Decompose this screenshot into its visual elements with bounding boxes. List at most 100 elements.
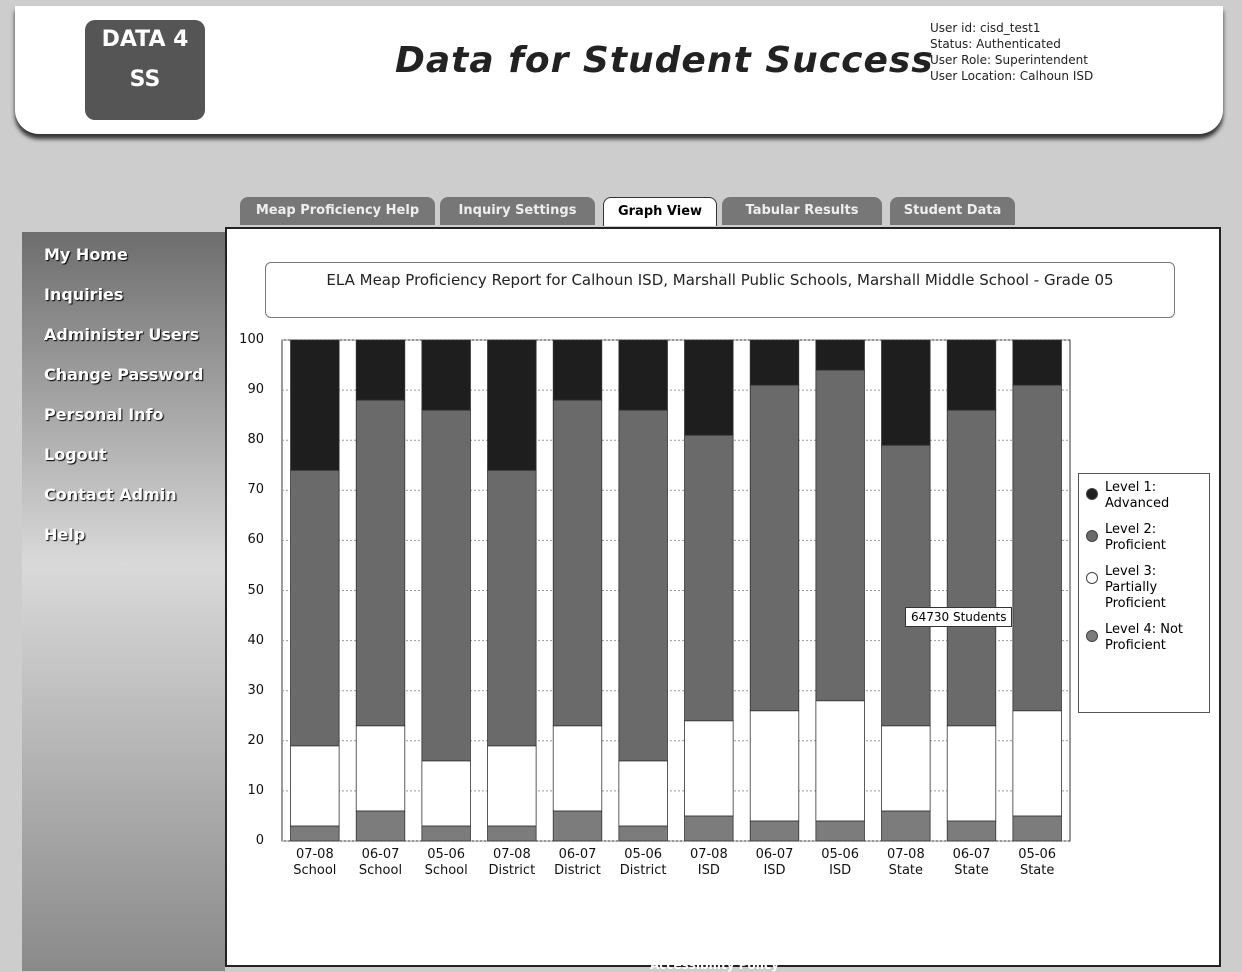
bar-segment (946, 820, 997, 842)
bar-segment (815, 700, 865, 822)
bar-segment (618, 760, 668, 827)
user-info: User id: cisd_test1 Status: Authenticated… (930, 20, 1093, 84)
bar-segment (1012, 815, 1062, 842)
footer-link[interactable]: Accessibility Policy (650, 958, 779, 972)
y-tick-label: 70 (247, 482, 264, 498)
legend-item: Level 2: Proficient (1086, 522, 1205, 554)
legend-item: Level 3: Partially Proficient (1086, 564, 1205, 612)
bar-segment (618, 339, 668, 411)
legend-swatch (1086, 530, 1098, 542)
bar-segment (881, 810, 931, 842)
bar-segment (881, 444, 931, 727)
tooltip: 64730 Students (905, 607, 1013, 627)
bar-segment (355, 810, 406, 842)
y-tick-label: 30 (247, 682, 264, 698)
x-tick-label: 05-06 District (619, 847, 667, 878)
tab[interactable]: Tabular Results (722, 197, 882, 225)
x-tick-label: 06-07 ISD (755, 847, 794, 878)
bar-segment (1012, 384, 1062, 712)
y-tick-label: 50 (247, 582, 264, 598)
nav-item[interactable]: Contact Admin (44, 485, 177, 504)
bar-segment (618, 409, 668, 762)
bar-segment (881, 725, 931, 812)
bar-segment (355, 725, 406, 812)
bar-segment (946, 409, 997, 727)
bar-segment (684, 815, 734, 842)
nav-item[interactable]: Administer Users (44, 325, 200, 344)
tab[interactable]: Student Data (890, 197, 1015, 225)
y-tick-label: 20 (247, 732, 264, 748)
bar-segment (290, 469, 340, 747)
bar-segment (487, 469, 537, 747)
bar-segment (749, 384, 800, 712)
y-tick-label: 10 (247, 782, 264, 798)
header (15, 6, 1223, 134)
y-tick-label: 40 (247, 632, 264, 648)
nav-item[interactable]: Inquiries (44, 285, 124, 304)
tab[interactable]: Inquiry Settings (440, 197, 595, 225)
bar-segment (487, 745, 537, 827)
x-tick-label: 06-07 District (554, 847, 601, 878)
bar-segment (421, 409, 471, 762)
bar-segment (355, 399, 406, 727)
legend-item: Level 4: Not Proficient (1086, 622, 1205, 654)
x-tick-label: 06-07 School (358, 847, 403, 878)
x-tick-label: 05-06 ISD (821, 847, 860, 878)
user-info-line: User Location: Calhoun ISD (930, 69, 1094, 83)
legend-swatch (1086, 630, 1098, 642)
user-info-line: Status: Authenticated (930, 37, 1061, 51)
bar-segment (355, 339, 406, 401)
legend: Level 1: Advanced Level 2: Proficient Leve… (1078, 473, 1210, 713)
bar-segment (552, 810, 603, 842)
logo: DATA 4 SS (85, 20, 205, 120)
y-tick-label: 0 (255, 833, 264, 848)
x-tick-label: 05-06 School (424, 847, 468, 878)
bar-segment (421, 339, 471, 411)
sidebar (22, 232, 225, 971)
nav-item[interactable]: Help (44, 525, 86, 544)
legend-swatch (1086, 488, 1098, 500)
bar-segment (749, 710, 800, 822)
x-tick-label: 06-07 State (952, 847, 991, 878)
bar-segment (552, 725, 603, 812)
bar-segment (618, 825, 668, 842)
nav-item[interactable]: Personal Info (44, 405, 164, 424)
bar-segment (749, 820, 800, 842)
bar-segment (684, 434, 734, 722)
y-tick-label: 60 (247, 532, 264, 548)
bar-segment (946, 725, 997, 822)
legend-swatch (1086, 572, 1098, 584)
bar-segment (684, 339, 734, 436)
bar-segment (290, 745, 340, 827)
bar-segment (684, 720, 734, 817)
tab[interactable]: Graph View (603, 197, 717, 226)
site-title: Data for Student Success (395, 40, 934, 81)
bar-segment (815, 369, 865, 702)
bar-segment (487, 339, 537, 471)
tab[interactable]: Meap Proficiency Help (240, 197, 435, 225)
bar-segment (881, 339, 931, 446)
x-tick-label: 07-08 ISD (689, 847, 728, 878)
y-tick-label: 80 (247, 432, 264, 448)
chart-title: ELA Meap Proficiency Report for Calhoun … (265, 262, 1175, 318)
nav-item[interactable]: Logout (44, 445, 107, 464)
bar-segment (815, 820, 865, 842)
bar-segment (290, 825, 340, 842)
x-tick-label: 07-08 School (293, 847, 337, 878)
user-info-line: User Role: Superintendent (930, 53, 1088, 67)
bar-segment (946, 339, 997, 411)
bar-segment (552, 399, 603, 727)
bar-segment (421, 825, 471, 842)
x-tick-label: 07-08 State (886, 847, 925, 878)
nav-item[interactable]: Change Password (44, 365, 204, 384)
bar-segment (552, 339, 603, 401)
legend-item: Level 1: Advanced (1086, 480, 1205, 512)
nav-item[interactable]: My Home (44, 245, 128, 264)
bar-segment (815, 339, 865, 371)
bar-segment (749, 339, 800, 386)
bar-segment (421, 760, 471, 827)
bar-segment (290, 339, 340, 471)
x-tick-label: 05-06 State (1018, 847, 1057, 878)
